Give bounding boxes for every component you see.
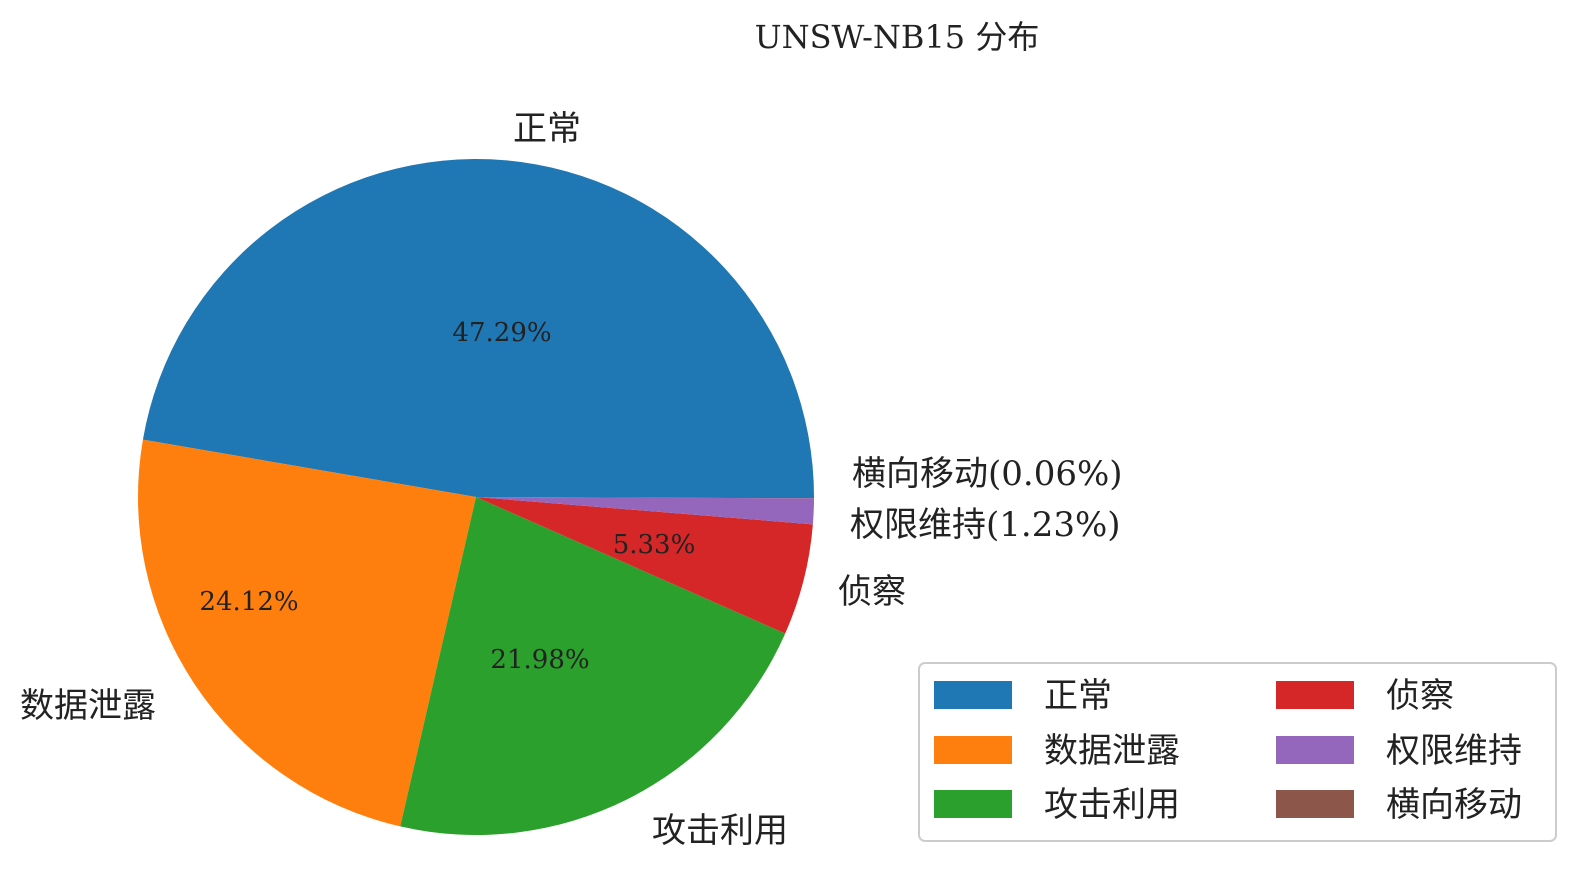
legend-label-1-0: 侦察 [1386, 676, 1454, 716]
category-label-3: 侦察 [838, 572, 906, 612]
percent-label-0: 47.29% [452, 318, 551, 348]
legend-swatch-0-1 [934, 736, 1012, 764]
legend-frame [918, 662, 1557, 842]
percent-label-1: 24.12% [199, 587, 298, 617]
percent-label-2: 21.98% [490, 645, 589, 675]
chart-title: UNSW-NB15 分布 [755, 18, 1040, 56]
percent-label-3: 5.33% [613, 530, 696, 560]
legend-swatch-1-0 [1276, 681, 1354, 709]
legend-swatch-1-1 [1276, 736, 1354, 764]
legend-label-1-2: 横向移动 [1386, 785, 1522, 825]
category-label-1: 数据泄露 [20, 686, 156, 726]
pie-slice-2 [400, 497, 786, 835]
legend-label-0-1: 数据泄露 [1044, 731, 1180, 771]
pie-slice-0 [142, 159, 814, 497]
percent-labels: 47.29% 24.12% 21.98% 5.33% [199, 318, 695, 675]
legend-label-0-2: 攻击利用 [1044, 785, 1180, 825]
pie-slice-1 [138, 439, 476, 827]
legend-swatch-0-2 [934, 790, 1012, 818]
legend-swatch-0-0 [934, 681, 1012, 709]
pie-slices [138, 159, 815, 835]
category-label-4: 权限维持(1.23%) [850, 505, 1121, 545]
category-label-0: 正常 [513, 109, 581, 149]
category-label-5: 横向移动(0.06%) [852, 454, 1123, 494]
legend-swatch-1-2 [1276, 790, 1354, 818]
category-label-2: 攻击利用 [652, 811, 788, 851]
legend-label-0-0: 正常 [1044, 676, 1112, 716]
pie-slice-4 [476, 497, 814, 525]
pie-slice-3 [476, 497, 813, 634]
legend-label-1-1: 权限维持 [1386, 731, 1522, 771]
pie-slice-5 [476, 497, 815, 499]
